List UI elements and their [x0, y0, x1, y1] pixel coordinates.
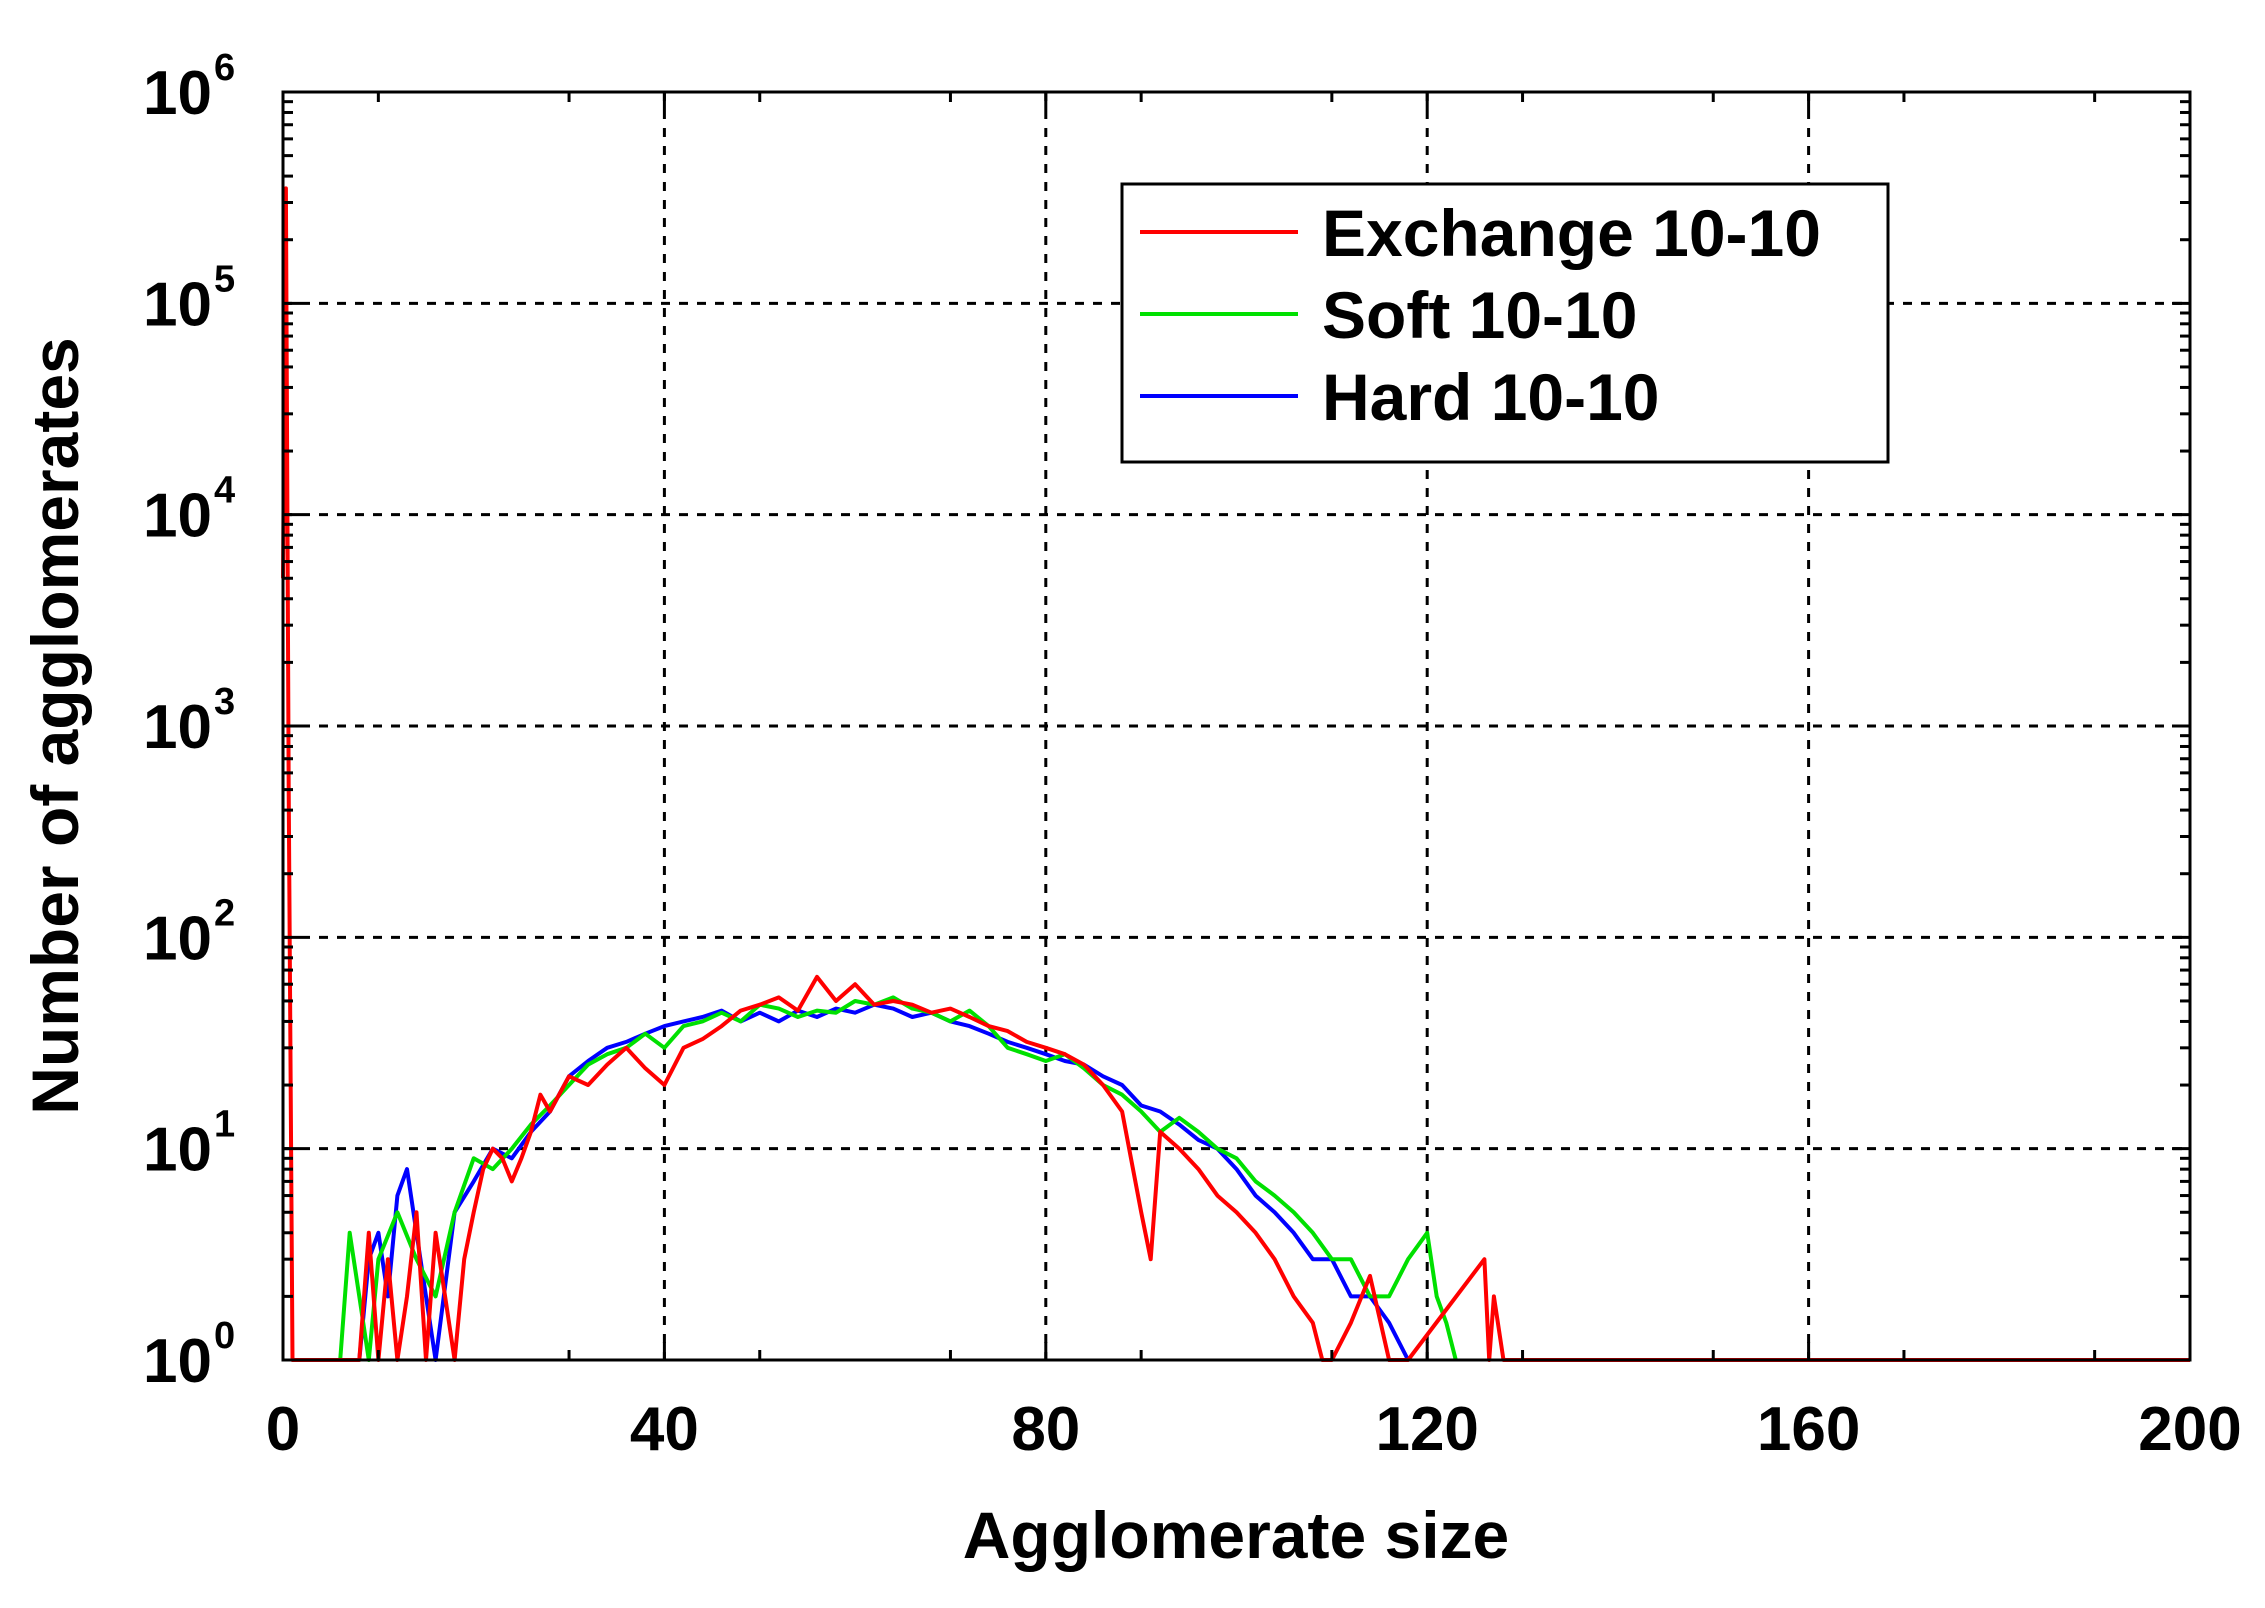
- y-tick-exponent: 1: [214, 1104, 235, 1146]
- axis-ticks: [281, 90, 2192, 1362]
- y-tick-label: 10 1: [143, 1104, 235, 1185]
- x-tick-label: 200: [2138, 1395, 2241, 1464]
- legend-label: Soft 10-10: [1322, 278, 1637, 352]
- y-tick-exponent: 2: [214, 892, 235, 934]
- y-tick-base: 10: [143, 1116, 212, 1185]
- y-tick-exponent: 4: [214, 470, 235, 512]
- x-tick-label: 120: [1375, 1395, 1478, 1464]
- y-tick-label: 10 0: [143, 1315, 235, 1396]
- x-tick-label: 40: [630, 1395, 699, 1464]
- x-tick-label: 80: [1011, 1395, 1080, 1464]
- y-tick-exponent: 0: [214, 1315, 235, 1357]
- y-tick-base: 10: [143, 482, 212, 551]
- x-tick-labels: 0 40 80 120 160 200: [266, 1395, 2242, 1464]
- y-tick-base: 10: [143, 693, 212, 762]
- legend-label: Exchange 10-10: [1322, 196, 1821, 270]
- legend: Exchange 10-10 Soft 10-10 Hard 10-10: [1120, 182, 1890, 464]
- legend-label: Hard 10-10: [1322, 360, 1660, 434]
- y-axis-title: Number of agglomerates: [18, 337, 92, 1115]
- y-tick-base: 10: [143, 59, 212, 128]
- x-tick-label: 0: [266, 1395, 300, 1464]
- x-tick-label: 160: [1757, 1395, 1860, 1464]
- series-line-exchange-10-10: [281, 186, 2190, 1362]
- y-tick-exponent: 6: [214, 47, 235, 89]
- y-tick-base: 10: [143, 270, 212, 339]
- y-tick-label: 10 3: [143, 681, 235, 762]
- y-tick-exponent: 5: [214, 258, 235, 300]
- series-line-soft-10-10: [338, 995, 1458, 1362]
- y-tick-label: 10 4: [143, 470, 235, 551]
- y-tick-label: 10 6: [143, 47, 235, 128]
- y-tick-label: 10 2: [143, 892, 235, 973]
- y-tick-exponent: 3: [214, 681, 235, 723]
- plot-area: [281, 186, 2190, 1362]
- y-tick-base: 10: [143, 904, 212, 973]
- x-axis-title: Agglomerate size: [963, 1498, 1510, 1572]
- y-tick-base: 10: [143, 1327, 212, 1396]
- y-tick-label: 10 5: [143, 258, 235, 339]
